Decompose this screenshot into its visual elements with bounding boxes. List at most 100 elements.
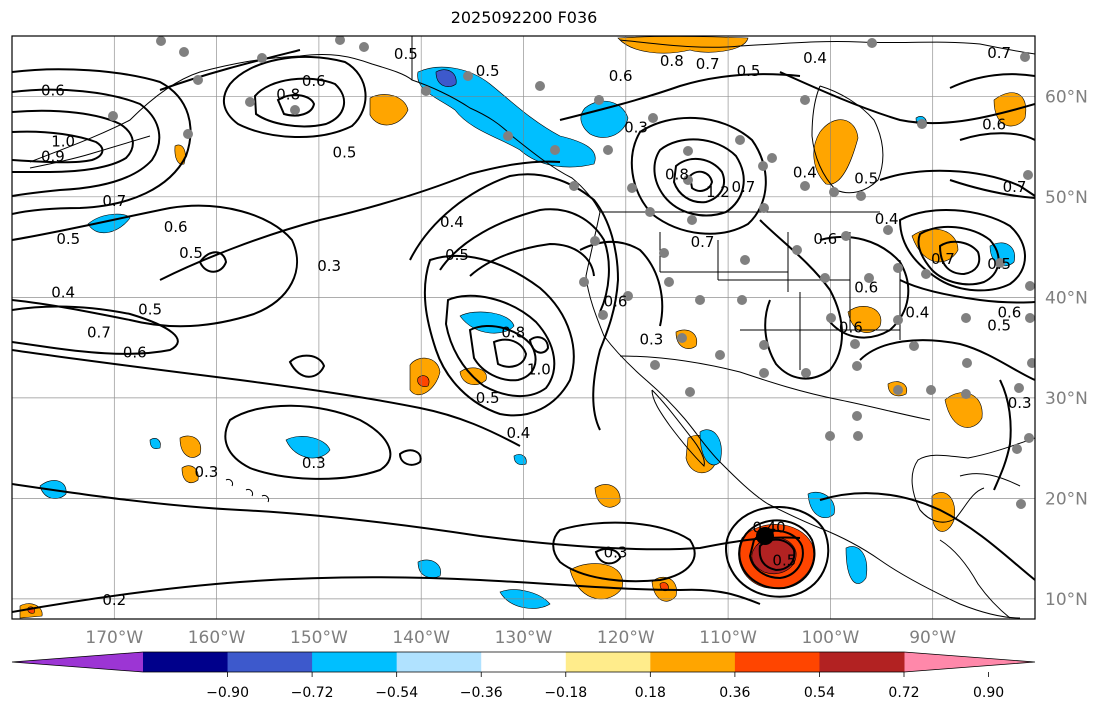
station-dot [687, 215, 697, 225]
contour-sw-trough1 [559, 73, 801, 121]
lat-tick-label: 50°N [1045, 188, 1088, 208]
colorbar-ticks: −0.90 −0.72 −0.54 −0.36 −0.18 0.18 0.36 0.54 0.7… [206, 672, 1004, 701]
lat-tick-label: 30°N [1045, 389, 1088, 409]
colorbar-segment [143, 652, 229, 672]
contour-label: 0.3 [639, 331, 663, 349]
station-dot [917, 119, 927, 129]
contour-label: 0.4 [51, 283, 75, 301]
station-dot [590, 236, 600, 246]
contour-label: 0.5 [333, 144, 357, 162]
colorbar-segment [396, 652, 482, 672]
lon-tick-label: 170°W [85, 628, 143, 648]
storm-center-marker [756, 527, 774, 545]
contour-label: 0.9 [41, 148, 65, 166]
contour-se1 [859, 339, 1035, 381]
station-dot [759, 340, 769, 350]
shade-pos-alaska [369, 94, 409, 126]
contour-label: 0.6 [982, 115, 1006, 133]
station-dot [856, 191, 866, 201]
contour-label: 0.8 [665, 166, 689, 184]
station-dot [421, 86, 431, 96]
contour-label: 0.7 [696, 55, 720, 73]
contour-trough-west1 [409, 173, 620, 431]
contour-label: 0.5 [179, 244, 203, 262]
contour-label: 0.4 [793, 164, 817, 182]
contours [12, 49, 1035, 613]
station-dot [800, 181, 810, 191]
contour-bigridge-low1 [423, 254, 575, 417]
contour-label: 0.3 [624, 118, 648, 136]
station-dot [650, 360, 660, 370]
station-dot [598, 310, 608, 320]
canada-arctic [619, 39, 1035, 55]
lon-tick-label: 100°W [802, 628, 860, 648]
contour-west-maxB [12, 88, 161, 197]
contour-label: 0.7 [691, 233, 715, 251]
station-dot [193, 75, 203, 85]
contour-hurr-2 [738, 519, 816, 590]
station-dot [864, 273, 874, 283]
contour-label: 0.7 [931, 250, 955, 268]
station-dot [685, 387, 695, 397]
contour-bigridge-low4 [492, 338, 528, 368]
contour-bc-high2 [653, 138, 745, 217]
colorbar-tick-label: −0.36 [460, 685, 503, 701]
contour-label: 0.5 [987, 255, 1011, 273]
contour-label: 1.0 [527, 361, 551, 379]
contour-canada-east1 [949, 73, 1035, 89]
station-dot [801, 368, 811, 378]
lat-tick-label: 60°N [1045, 87, 1088, 107]
colorbar-extend-low [12, 652, 143, 672]
shade-neg-trop2 [845, 546, 868, 584]
shade-pos-sw [594, 484, 621, 508]
shade-neg-gulf-alaska [417, 66, 596, 168]
station-dot [569, 181, 579, 191]
cuba [959, 473, 1021, 487]
station-dot [257, 53, 267, 63]
contour-closed-0.3 [288, 354, 326, 378]
station-dot [463, 71, 473, 81]
shade-neg-small2 [149, 438, 161, 450]
contour-bc-high1 [630, 116, 767, 235]
contour-hurr-4 [758, 538, 796, 572]
colorbar-tick-label: −0.90 [206, 685, 249, 701]
contour-label: 0.3 [194, 463, 218, 481]
contour-label: 0.6 [302, 72, 326, 90]
lon-axis: 170°W 160°W 150°W 140°W 130°W 120°W 110°W 100°W… [85, 628, 956, 648]
station-dot [183, 129, 193, 139]
contour-bc-high4 [688, 170, 714, 192]
station-dot [594, 95, 604, 105]
contour-label: 0.3 [317, 257, 341, 275]
station-dot [579, 277, 589, 287]
contour-label: 0.4 [803, 49, 827, 67]
contour-trough-west2 [439, 208, 610, 313]
contour-labels: 0.5 0.5 0.6 0.6 0.8 1.0 0.9 0.5 0.7 0.5 0.5 0.3 0.4 0… [41, 44, 1032, 609]
contour-label: 0.6 [123, 344, 147, 362]
contour-label: 0.5 [138, 300, 162, 318]
contour-west-maxA [12, 68, 192, 215]
contour-label: 1.2 [706, 183, 730, 201]
station-dot [627, 183, 637, 193]
gulf-coast [911, 437, 1035, 523]
contour-plains2 [759, 219, 843, 380]
colorbar-tick-label: −0.54 [375, 685, 418, 701]
contour-label: 0.5 [987, 316, 1011, 334]
contour-canada-east2 [959, 132, 1035, 141]
station-dot [841, 231, 851, 241]
hudson-bay [811, 85, 884, 194]
station-dot [1027, 358, 1035, 368]
contour-label: 0.7 [732, 178, 756, 196]
station-dot [961, 313, 971, 323]
contour-label: 0.5 [56, 230, 80, 248]
colorbar-tick-label: 0.18 [635, 685, 666, 701]
contour-ne3 [917, 225, 1000, 286]
contour-label: 0.5 [445, 246, 469, 264]
station-dot [850, 339, 860, 349]
contour-west-maxD [12, 130, 104, 164]
station-dot [853, 431, 863, 441]
station-dot [883, 225, 893, 235]
colorbar-segment [481, 652, 567, 672]
lon-tick-label: 130°W [495, 628, 553, 648]
station-dot [962, 358, 972, 368]
lon-tick-label: 120°W [597, 628, 655, 648]
